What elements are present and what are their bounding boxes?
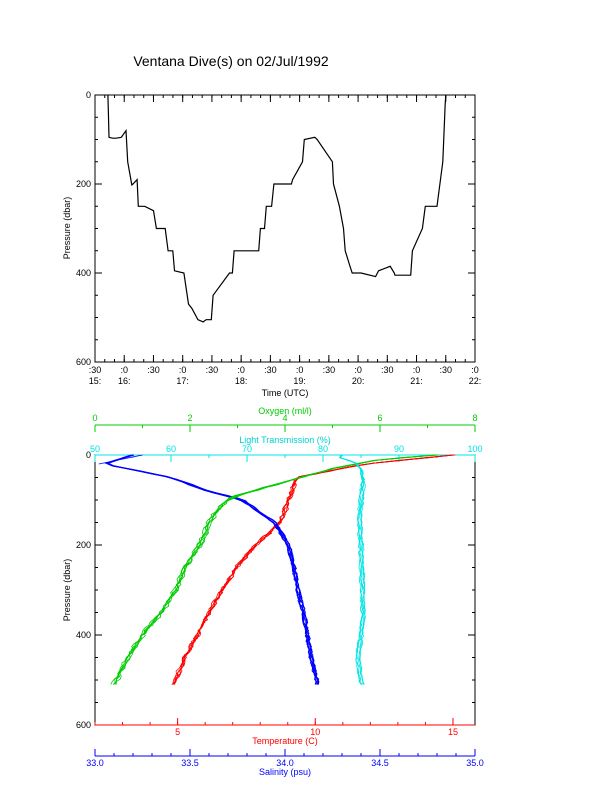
x-tick-hour-label: 18:: [235, 376, 248, 386]
oxygen-tick-label: 4: [282, 413, 287, 423]
salinity-tick-label: 34.5: [371, 758, 389, 768]
profile-cast-line: [339, 454, 364, 685]
x-tick-hour-label: 22:: [469, 376, 482, 386]
profiles-y-ticks: 0 200 400 600: [76, 450, 475, 730]
profiles-panel: 0 200 400 600 Pressure (dbar) 0 2 4 6 8 Oxygen …: [62, 406, 484, 777]
profile-cast-line: [105, 454, 318, 685]
x-tick-minute-label: :0: [413, 365, 421, 375]
salinity-axis-label: Salinity (psu): [259, 767, 311, 777]
temperature-axis: 5 10 15: [94, 718, 475, 737]
profile-cast-line: [173, 454, 453, 685]
salinity-profile: [98, 454, 320, 685]
chart-title: Ventana Dive(s) on 02/Jul/1992: [133, 53, 329, 69]
time-series-ylabel: Pressure (dbar): [62, 197, 72, 260]
profile-cast-line: [104, 454, 317, 685]
profile-cast-line: [107, 454, 320, 685]
x-tick-minute-label: :30: [440, 365, 453, 375]
y-tick-label: 600: [76, 357, 91, 367]
time-series-frame: [94, 94, 476, 363]
x-tick-hour-label: 21:: [410, 376, 423, 386]
time-series-y-ticks: 0 200 400 600: [76, 90, 475, 367]
salinity-tick-label: 33.5: [181, 758, 199, 768]
transmission-tick-label: 70: [242, 444, 252, 454]
transmission-tick-label: 90: [394, 444, 404, 454]
temperature-profile: [171, 454, 456, 685]
y-tick-label: 0: [86, 90, 91, 100]
y-tick-label: 400: [76, 268, 91, 278]
transmission-tick-label: 100: [467, 444, 482, 454]
oxygen-axis-label: Oxygen (ml/l): [258, 406, 312, 416]
transmission-tick-label: 60: [166, 444, 176, 454]
oxygen-profile: [110, 454, 439, 685]
x-tick-minute-label: :30: [206, 365, 219, 375]
profile-cast-line: [114, 454, 437, 685]
x-tick-minute-label: :30: [381, 365, 394, 375]
pressure-time-line: [107, 94, 447, 323]
profile-cast-line: [115, 454, 437, 685]
x-tick-minute-label: :0: [296, 365, 304, 375]
salinity-tick-label: 34.0: [276, 758, 294, 768]
y-tick-label: 0: [86, 450, 91, 460]
profile-cast-line: [338, 454, 366, 685]
profile-cast-line: [112, 454, 439, 685]
y-tick-label: 600: [76, 720, 91, 730]
profile-cast-line: [171, 454, 454, 685]
transmission-tick-label: 50: [90, 444, 100, 454]
temperature-tick-label: 5: [175, 727, 180, 737]
temperature-tick-label: 10: [310, 727, 320, 737]
oxygen-tick-label: 2: [187, 413, 192, 423]
time-series-x-ticks: :3015::016::30:017::30:018::30:019::30:0…: [89, 95, 482, 386]
x-tick-minute-label: :0: [120, 365, 128, 375]
salinity-axis: 33.0 33.5 34.0 34.5 35.0: [86, 749, 484, 768]
x-tick-minute-label: :30: [89, 365, 102, 375]
profile-series: [98, 454, 456, 685]
transmission-axis: 50 60 70 80 90 100: [90, 444, 483, 462]
transmission-tick-label: 80: [318, 444, 328, 454]
transmission-axis-label: Light Transmission (%): [239, 435, 331, 445]
profile-cast-line: [172, 454, 456, 685]
temperature-tick-label: 15: [448, 727, 458, 737]
oxygen-tick-label: 8: [472, 413, 477, 423]
profile-cast-line: [113, 454, 438, 685]
y-tick-label: 400: [76, 630, 91, 640]
oxygen-tick-label: 6: [377, 413, 382, 423]
x-tick-minute-label: :0: [471, 365, 479, 375]
time-series-xlabel: Time (UTC): [262, 388, 309, 398]
oxygen-axis: 0 2 4 6 8: [92, 413, 478, 432]
salinity-tick-label: 35.0: [466, 758, 484, 768]
x-tick-hour-label: 19:: [293, 376, 306, 386]
x-tick-minute-label: :0: [237, 365, 245, 375]
profile-cast-line: [339, 454, 364, 685]
y-tick-label: 200: [76, 540, 91, 550]
x-tick-minute-label: :0: [354, 365, 362, 375]
x-tick-hour-label: 17:: [176, 376, 189, 386]
profile-cast-line: [104, 454, 318, 685]
x-tick-hour-label: 16:: [118, 376, 131, 386]
profile-surface-segment: [98, 454, 143, 465]
profile-cast-line: [174, 454, 453, 685]
oxygen-tick-label: 0: [92, 413, 97, 423]
profile-cast-line: [172, 454, 454, 685]
profile-cast-line: [115, 454, 438, 685]
x-tick-minute-label: :0: [179, 365, 187, 375]
profiles-frame: [94, 454, 476, 726]
x-tick-hour-label: 15:: [89, 376, 102, 386]
x-tick-minute-label: :30: [147, 365, 160, 375]
salinity-tick-label: 33.0: [86, 758, 104, 768]
x-tick-hour-label: 20:: [352, 376, 365, 386]
x-tick-minute-label: :30: [264, 365, 277, 375]
profile-cast-line: [106, 454, 320, 685]
profile-cast-line: [110, 454, 435, 685]
y-tick-label: 200: [76, 179, 91, 189]
x-tick-minute-label: :30: [323, 365, 336, 375]
profiles-ylabel: Pressure (dbar): [62, 559, 72, 622]
light-transmission-profile: [338, 454, 366, 685]
profile-cast-line: [106, 454, 320, 685]
profile-cast-line: [173, 454, 453, 685]
temperature-axis-label: Temperature (C): [252, 736, 318, 746]
